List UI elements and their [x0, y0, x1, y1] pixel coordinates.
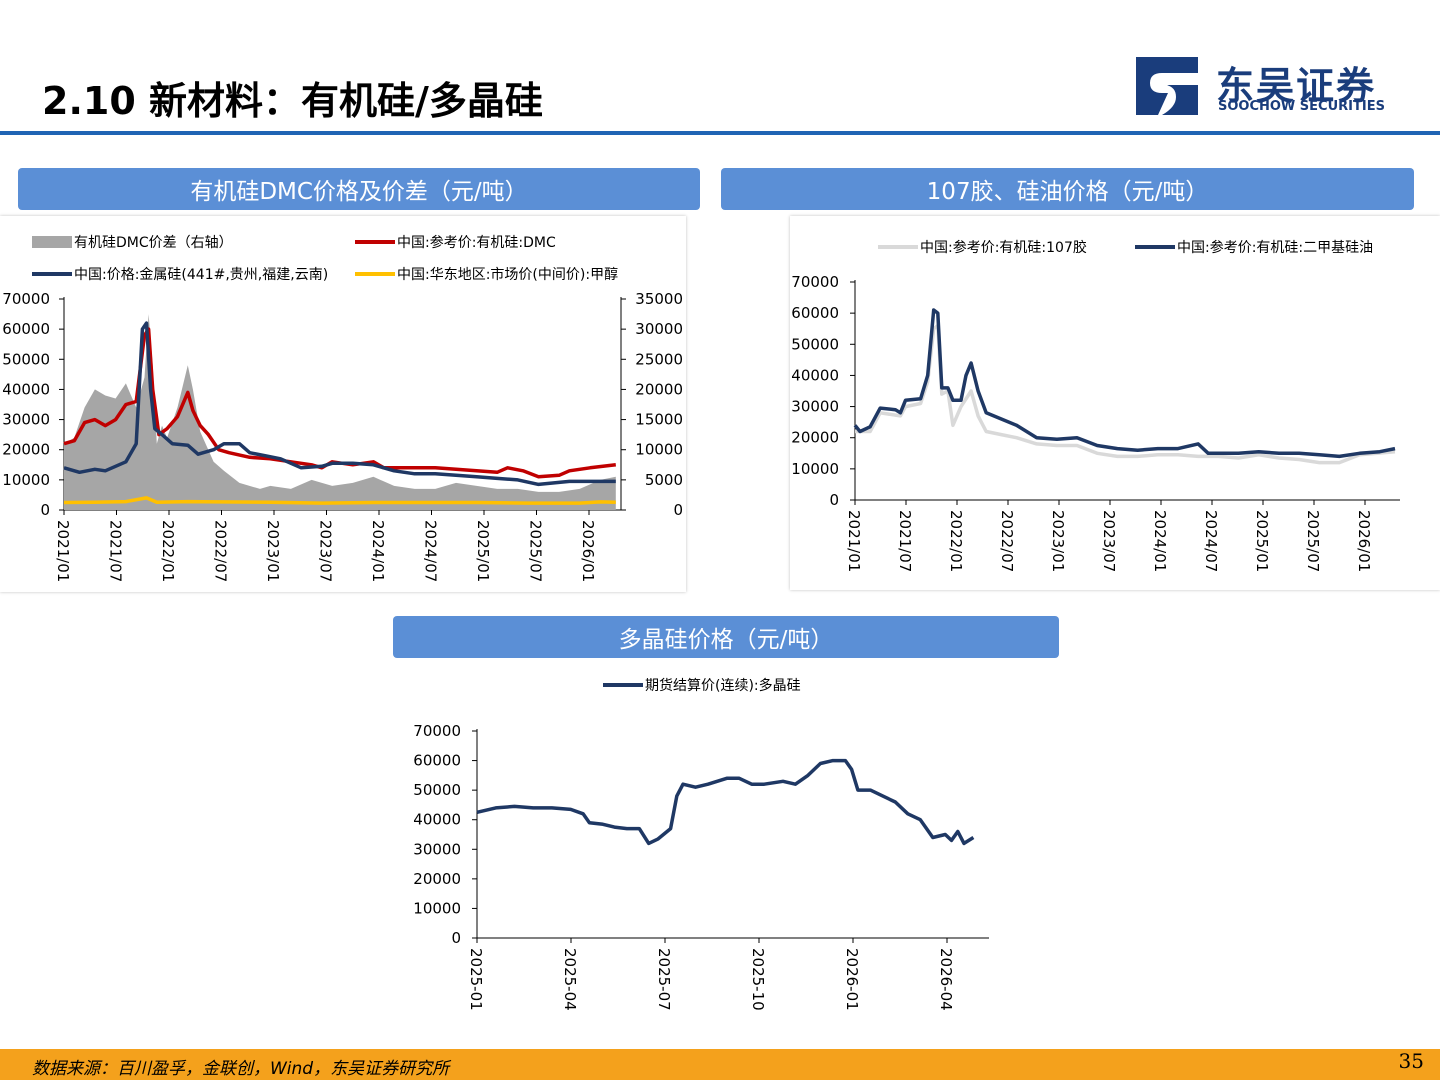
gum-chart: 中国:参考价:有机硅:107胶 中国:参考价:有机硅:二甲基硅油 70000 6000…	[791, 239, 1400, 572]
y-tick-label: 10000	[2, 471, 50, 489]
series-line-1	[63, 327, 617, 479]
x-tick-label: 2021/07	[107, 520, 125, 582]
dmc-chart-panel: 有机硅DMC价差（右轴） 中国:参考价:有机硅:DMC 中国:价格:金属硅(441#…	[0, 216, 686, 592]
gum-chart-panel: 中国:参考价:有机硅:107胶 中国:参考价:有机硅:二甲基硅油 70000 6000…	[790, 216, 1440, 590]
legend-label-3: 中国:华东地区:市场价(中间价):甲醇	[397, 266, 618, 283]
y-right-tick-label: 5000	[645, 471, 683, 489]
dmc-chart: 有机硅DMC价差（右轴） 中国:参考价:有机硅:DMC 中国:价格:金属硅(441#…	[2, 234, 683, 582]
series-line-0	[476, 758, 975, 846]
poly-chart: 期货结算价(连续):多晶硅 70000 60000 50000 40000 30000 20…	[413, 677, 989, 1011]
y-tick-label: 10000	[413, 899, 461, 917]
y-tick-label: 60000	[413, 752, 461, 770]
y-tick-label: 0	[40, 501, 50, 519]
y-tick-label: 70000	[2, 290, 50, 308]
series-line-2	[63, 321, 616, 487]
y-right-tick-label: 15000	[635, 411, 683, 429]
logo-english-name: SOOCHOW SECURITIES	[1218, 99, 1385, 114]
x-tick-label: 2022/07	[212, 520, 230, 582]
x-tick-label: 2025/07	[1304, 510, 1322, 572]
y-tick-label: 30000	[413, 840, 461, 858]
x-tick-label: 2022/01	[159, 520, 177, 582]
y-right-tick-label: 10000	[635, 441, 683, 459]
y-tick-label: 50000	[2, 350, 50, 368]
y-tick-label: 40000	[413, 811, 461, 829]
gum-chart-banner: 107胶、硅油价格（元/吨）	[721, 168, 1414, 210]
legend-label-0: 中国:参考价:有机硅:107胶	[920, 239, 1087, 256]
x-tick-label: 2025-07	[655, 948, 673, 1011]
poly-chart-banner: 多晶硅价格（元/吨）	[393, 616, 1059, 658]
x-tick-label: 2023/01	[264, 520, 282, 582]
legend-swatch-0	[32, 236, 72, 248]
y-tick-label: 30000	[791, 398, 839, 416]
legend-label-1: 中国:参考价:有机硅:二甲基硅油	[1177, 239, 1373, 256]
x-tick-label: 2025-10	[749, 948, 767, 1011]
legend-label-2: 中国:价格:金属硅(441#,贵州,福建,云南)	[74, 267, 328, 283]
x-tick-label: 2026/01	[579, 520, 597, 582]
y-tick-label: 50000	[413, 781, 461, 799]
y-tick-label: 10000	[791, 460, 839, 478]
y-tick-label: 40000	[2, 380, 50, 398]
legend-label-0: 有机硅DMC价差（右轴）	[74, 235, 233, 251]
x-tick-label: 2021/01	[54, 520, 72, 582]
x-tick-label: 2026/01	[1355, 510, 1373, 572]
y-tick-label: 0	[829, 491, 839, 509]
page-title: 2.10 新材料：有机硅/多晶硅	[42, 79, 543, 123]
y-tick-label: 60000	[2, 320, 50, 338]
y-tick-label: 0	[451, 929, 461, 947]
y-tick-label: 70000	[791, 273, 839, 291]
y-tick-label: 60000	[791, 304, 839, 322]
y-right-tick-label: 25000	[635, 350, 683, 368]
x-tick-label: 2025/07	[527, 520, 545, 582]
title-rule	[0, 131, 1440, 135]
page-number: 35	[1398, 1049, 1424, 1073]
y-tick-label: 20000	[791, 429, 839, 447]
y-tick-label: 40000	[791, 366, 839, 384]
footer-bar: 数据来源：百川盈孚，金联创，Wind，东吴证券研究所 35	[0, 1049, 1440, 1080]
legend-label-1: 中国:参考价:有机硅:DMC	[397, 234, 556, 251]
series-area-0	[64, 314, 616, 510]
x-tick-label: 2022/07	[998, 510, 1016, 572]
x-tick-label: 2025/01	[1253, 510, 1271, 572]
dmc-chart-banner: 有机硅DMC价格及价差（元/吨）	[18, 168, 700, 210]
x-tick-label: 2025-04	[561, 948, 579, 1011]
series-line-3	[63, 496, 616, 505]
logo-chinese-name: 东吴证券	[1216, 64, 1377, 108]
x-tick-label: 2023/01	[1049, 510, 1067, 572]
x-tick-label: 2025/01	[474, 520, 492, 582]
footer-source: 数据来源：百川盈孚，金联创，Wind，东吴证券研究所	[32, 1059, 450, 1079]
y-tick-label: 30000	[2, 411, 50, 429]
x-tick-label: 2026-04	[937, 948, 955, 1011]
y-right-tick-label: 35000	[635, 290, 683, 308]
x-tick-label: 2023/07	[1100, 510, 1118, 572]
x-tick-label: 2021/01	[845, 510, 863, 572]
y-right-tick-label: 0	[673, 501, 683, 519]
x-tick-label: 2023/07	[317, 520, 335, 582]
y-right-tick-label: 20000	[635, 380, 683, 398]
x-tick-label: 2024/01	[369, 520, 387, 582]
x-tick-label: 2024/07	[422, 520, 440, 582]
y-tick-label: 50000	[791, 335, 839, 353]
soochow-logo-icon	[1136, 57, 1198, 115]
series-line-1	[853, 308, 1396, 459]
y-tick-label: 70000	[413, 722, 461, 740]
y-tick-label: 20000	[2, 441, 50, 459]
x-tick-label: 2024/07	[1202, 510, 1220, 572]
x-tick-label: 2022/01	[947, 510, 965, 572]
y-tick-label: 20000	[413, 870, 461, 888]
series-line-0	[855, 323, 1396, 465]
x-tick-label: 2024/01	[1151, 510, 1169, 572]
legend-label-0: 期货结算价(连续):多晶硅	[645, 677, 801, 694]
x-tick-label: 2021/07	[896, 510, 914, 572]
x-tick-label: 2026-01	[843, 948, 861, 1011]
x-tick-label: 2025-01	[467, 948, 485, 1011]
logo: 东吴证券 SOOCHOW SECURITIES	[1132, 55, 1422, 117]
y-right-tick-label: 30000	[635, 320, 683, 338]
poly-chart-panel: 期货结算价(连续):多晶硅 70000 60000 50000 40000 30000 20…	[393, 664, 1059, 1034]
